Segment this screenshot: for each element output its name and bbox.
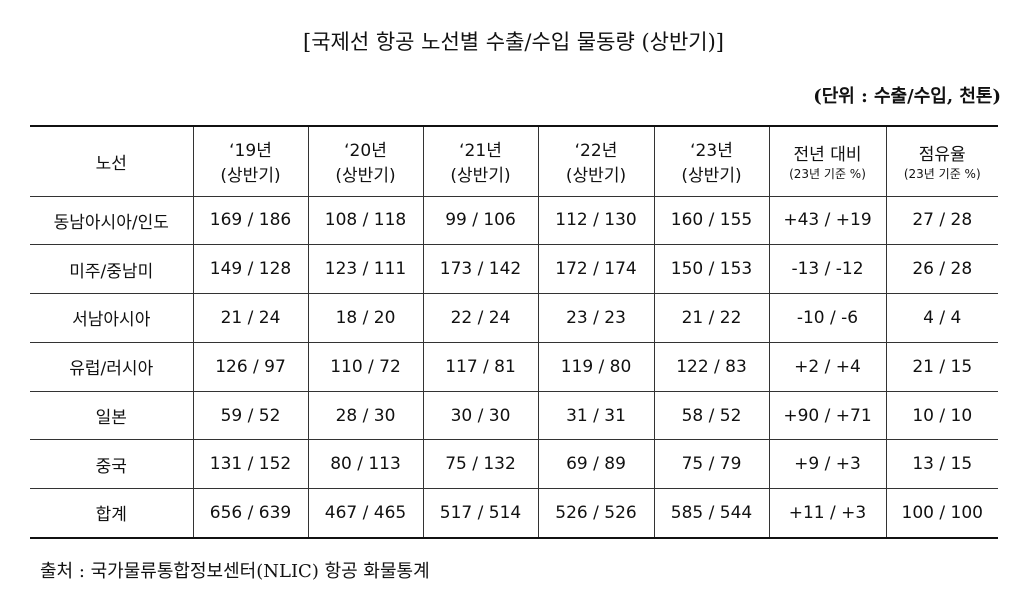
unit-note: (단위 : 수출/수입, 천톤)	[813, 86, 1001, 107]
header-text: ‘23년	[690, 141, 733, 162]
header-cell: 노선	[30, 125, 194, 197]
header-text: 노선	[95, 153, 127, 174]
table-header: 노선 ‘19년 (상반기) ‘20년 (상반기) ‘21년 (상반기) ‘22년 (상반기) ‘2…	[30, 125, 998, 197]
table-body: 동남아시아/인도 169 / 186 108 / 118 99 / 106 112 / …	[30, 195, 998, 539]
value-cell: 4 / 4	[885, 293, 998, 343]
value-cell: 169 / 186	[192, 195, 309, 246]
route-cell: 중국	[30, 439, 194, 490]
value-cell: 173 / 142	[422, 244, 539, 295]
value-cell: 10 / 10	[885, 390, 998, 441]
value-cell: 80 / 113	[307, 439, 424, 490]
header-cell: ‘22년 (상반기)	[537, 125, 655, 197]
value-cell: +2 / +4	[768, 341, 887, 392]
header-subtext: (23년 기준 %)	[789, 167, 866, 182]
value-cell: 22 / 24	[422, 293, 539, 343]
header-cell: ‘20년 (상반기)	[307, 125, 424, 197]
value-cell: 27 / 28	[885, 195, 998, 246]
value-cell: 21 / 22	[653, 293, 770, 343]
route-cell: 동남아시아/인도	[30, 195, 194, 246]
value-cell: 467 / 465	[307, 488, 424, 539]
value-cell: 21 / 24	[192, 293, 309, 343]
source-note: 출처 : 국가물류통합정보센터(NLIC) 항공 화물통계	[40, 561, 430, 582]
header-text: ‘22년	[574, 141, 618, 162]
value-cell: 108 / 118	[307, 195, 424, 246]
table-row: 합계 656 / 639 467 / 465 517 / 514 526 / 526 58…	[30, 488, 998, 539]
value-cell: +90 / +71	[768, 390, 887, 441]
value-cell: 18 / 20	[307, 293, 424, 343]
value-cell: 112 / 130	[537, 195, 655, 246]
route-cell: 합계	[30, 488, 194, 539]
value-cell: -10 / -6	[768, 293, 887, 343]
value-cell: 160 / 155	[653, 195, 770, 246]
header-text: 점유율	[918, 145, 966, 166]
header-text: ‘19년	[229, 141, 272, 162]
table-row: 미주/중남미 149 / 128 123 / 111 173 / 142 172 / 1…	[30, 244, 998, 295]
header-subtext: (23년 기준 %)	[903, 167, 981, 182]
header-cell: ‘23년 (상반기)	[653, 125, 770, 197]
header-subtext: (상반기)	[335, 166, 396, 187]
route-cell: 서남아시아	[30, 293, 194, 343]
header-text: ‘21년	[459, 141, 502, 162]
header-cell: ‘21년 (상반기)	[422, 125, 539, 197]
header-text: 전년 대비	[793, 145, 862, 166]
value-cell: 100 / 100	[885, 488, 998, 539]
value-cell: -13 / -12	[768, 244, 887, 295]
table-row: 서남아시아 21 / 24 18 / 20 22 / 24 23 / 23 21 / 22…	[30, 293, 998, 343]
value-cell: 58 / 52	[653, 390, 770, 441]
table-row: 유럽/러시아 126 / 97 110 / 72 117 / 81 119 / 80 12…	[30, 341, 998, 392]
table-row: 중국 131 / 152 80 / 113 75 / 132 69 / 89 75 / 7…	[30, 439, 998, 490]
value-cell: +43 / +19	[768, 195, 887, 246]
route-cell: 유럽/러시아	[30, 341, 194, 392]
route-cell: 일본	[30, 390, 194, 441]
value-cell: 526 / 526	[537, 488, 655, 539]
value-cell: 21 / 15	[885, 341, 998, 392]
table-row: 동남아시아/인도 169 / 186 108 / 118 99 / 106 112 / …	[30, 195, 998, 246]
header-subtext: (상반기)	[681, 166, 742, 187]
table: 노선 ‘19년 (상반기) ‘20년 (상반기) ‘21년 (상반기) ‘22년 (상반기) ‘2…	[30, 125, 998, 539]
route-cell: 미주/중남미	[30, 244, 194, 295]
header-cell: ‘19년 (상반기)	[192, 125, 309, 197]
value-cell: 99 / 106	[422, 195, 539, 246]
value-cell: 172 / 174	[537, 244, 655, 295]
value-cell: 585 / 544	[653, 488, 770, 539]
value-cell: 117 / 81	[422, 341, 539, 392]
value-cell: 119 / 80	[537, 341, 655, 392]
value-cell: 75 / 132	[422, 439, 539, 490]
value-cell: 517 / 514	[422, 488, 539, 539]
value-cell: +11 / +3	[768, 488, 887, 539]
value-cell: 23 / 23	[537, 293, 655, 343]
value-cell: 126 / 97	[192, 341, 309, 392]
value-cell: 123 / 111	[307, 244, 424, 295]
header-subtext: (상반기)	[450, 166, 511, 187]
value-cell: 656 / 639	[192, 488, 309, 539]
value-cell: 26 / 28	[885, 244, 998, 295]
value-cell: 31 / 31	[537, 390, 655, 441]
header-subtext: (상반기)	[565, 166, 627, 187]
header-cell: 점유율 (23년 기준 %)	[885, 125, 998, 197]
value-cell: +9 / +3	[768, 439, 887, 490]
header-cell: 전년 대비 (23년 기준 %)	[768, 125, 887, 197]
value-cell: 13 / 15	[885, 439, 998, 490]
value-cell: 75 / 79	[653, 439, 770, 490]
value-cell: 59 / 52	[192, 390, 309, 441]
value-cell: 28 / 30	[307, 390, 424, 441]
value-cell: 149 / 128	[192, 244, 309, 295]
table-row: 일본 59 / 52 28 / 30 30 / 30 31 / 31 58 / 52 +90…	[30, 390, 998, 441]
value-cell: 122 / 83	[653, 341, 770, 392]
value-cell: 69 / 89	[537, 439, 655, 490]
value-cell: 150 / 153	[653, 244, 770, 295]
header-text: ‘20년	[344, 141, 387, 162]
value-cell: 110 / 72	[307, 341, 424, 392]
title: [국제선 항공 노선별 수출/수입 물동량 (상반기)]	[303, 30, 724, 54]
value-cell: 30 / 30	[422, 390, 539, 441]
header-subtext: (상반기)	[220, 166, 281, 187]
value-cell: 131 / 152	[192, 439, 309, 490]
header-row: 노선 ‘19년 (상반기) ‘20년 (상반기) ‘21년 (상반기) ‘22년 (상반기) ‘2…	[30, 125, 998, 197]
